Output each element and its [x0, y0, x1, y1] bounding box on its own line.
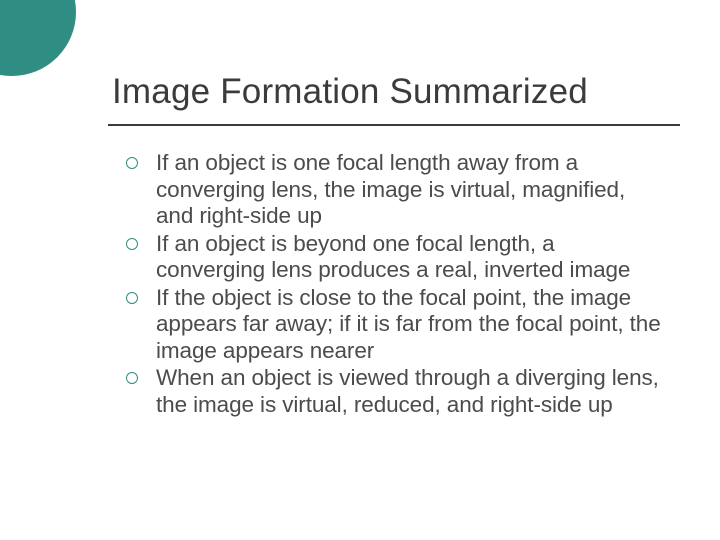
corner-accent-circle: [0, 0, 76, 76]
list-item: If an object is beyond one focal length,…: [116, 231, 661, 284]
title-underline: [108, 124, 680, 126]
content-area: If an object is one focal length away fr…: [116, 150, 661, 419]
list-item: If the object is close to the focal poin…: [116, 285, 661, 365]
list-item: When an object is viewed through a diver…: [116, 365, 661, 418]
bullet-list: If an object is one focal length away fr…: [116, 150, 661, 418]
slide-title: Image Formation Summarized: [112, 72, 588, 112]
list-item: If an object is one focal length away fr…: [116, 150, 661, 230]
slide: Image Formation Summarized If an object …: [0, 0, 720, 540]
